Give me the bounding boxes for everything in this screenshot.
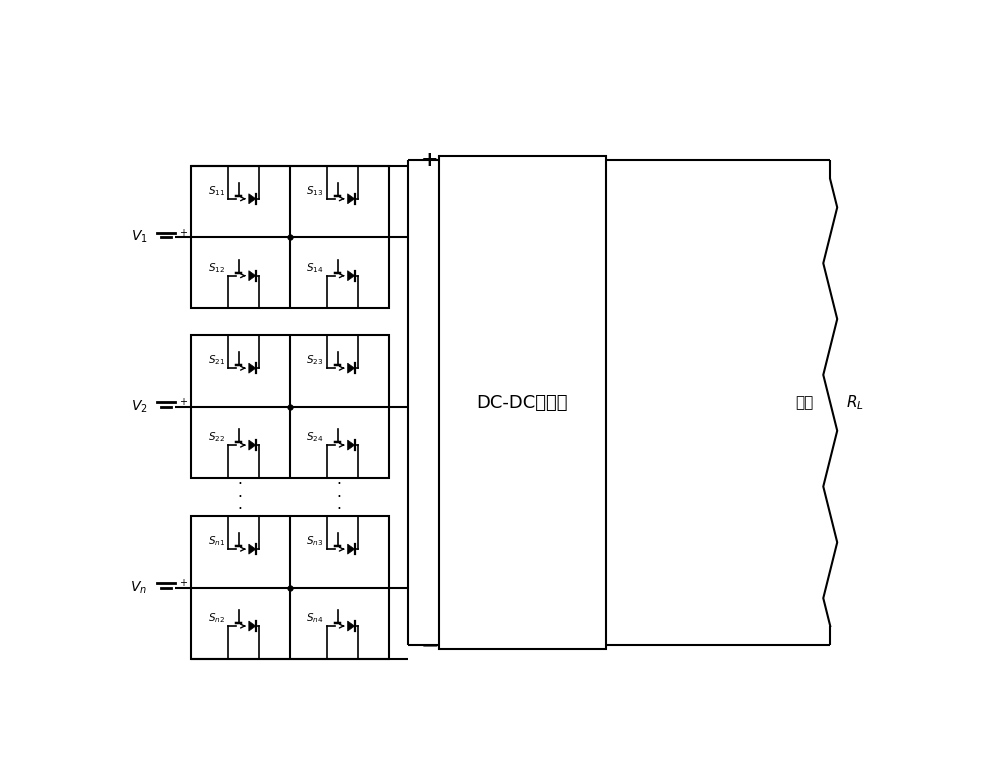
Bar xyxy=(191,166,388,308)
Text: $S_{n3}$: $S_{n3}$ xyxy=(306,535,324,549)
Text: ·
·
·: · · · xyxy=(238,477,243,517)
Text: +: + xyxy=(421,150,438,170)
Text: DC-DC变换器: DC-DC变换器 xyxy=(476,394,568,412)
Text: −: − xyxy=(420,636,439,655)
Text: $S_{n2}$: $S_{n2}$ xyxy=(208,611,225,625)
Text: +: + xyxy=(179,397,187,407)
Text: $S_{23}$: $S_{23}$ xyxy=(306,354,324,368)
Text: $S_{14}$: $S_{14}$ xyxy=(306,261,324,275)
Polygon shape xyxy=(348,440,355,450)
Polygon shape xyxy=(348,363,355,373)
Polygon shape xyxy=(249,363,256,373)
Text: 负载: 负载 xyxy=(795,395,813,410)
Bar xyxy=(439,156,606,649)
Polygon shape xyxy=(249,193,256,204)
Text: $S_{24}$: $S_{24}$ xyxy=(306,430,324,444)
Text: $V_1$: $V_1$ xyxy=(131,229,147,246)
Polygon shape xyxy=(249,544,256,554)
Text: $S_{n1}$: $S_{n1}$ xyxy=(208,535,225,549)
Text: $R_L$: $R_L$ xyxy=(846,393,864,412)
Polygon shape xyxy=(249,621,256,631)
Polygon shape xyxy=(348,544,355,554)
Text: $S_{13}$: $S_{13}$ xyxy=(306,184,324,198)
Text: $V_2$: $V_2$ xyxy=(131,399,147,415)
Text: $V_n$: $V_n$ xyxy=(130,580,147,596)
Text: $S_{n4}$: $S_{n4}$ xyxy=(306,611,324,625)
Bar xyxy=(191,336,388,478)
Polygon shape xyxy=(249,440,256,450)
Text: +: + xyxy=(179,578,187,588)
Text: $S_{21}$: $S_{21}$ xyxy=(208,354,225,368)
Text: ·
·
·: · · · xyxy=(337,477,342,517)
Text: $S_{11}$: $S_{11}$ xyxy=(208,184,225,198)
Bar xyxy=(191,517,388,659)
Polygon shape xyxy=(348,270,355,280)
Polygon shape xyxy=(348,193,355,204)
Polygon shape xyxy=(348,621,355,631)
Text: +: + xyxy=(179,228,187,238)
Text: $S_{22}$: $S_{22}$ xyxy=(208,430,225,444)
Polygon shape xyxy=(249,270,256,280)
Text: $S_{12}$: $S_{12}$ xyxy=(208,261,225,275)
